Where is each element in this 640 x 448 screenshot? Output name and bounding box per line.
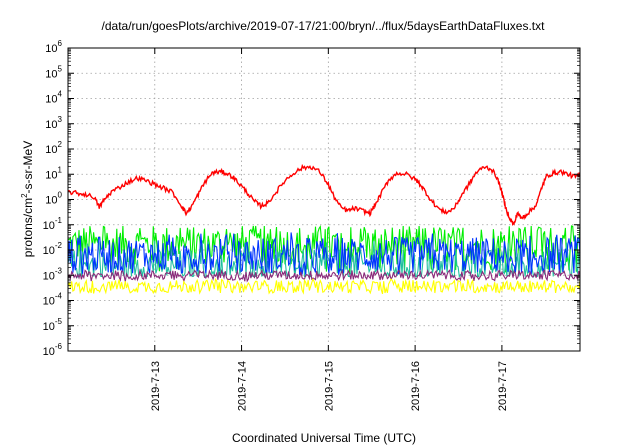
y-tick-label: 10-6 [43,342,63,358]
series-line-4 [67,277,581,295]
series-line-3 [67,268,581,284]
x-tick-label: 2019-7-17 [497,361,509,411]
y-tick-label: 100 [45,191,62,207]
x-tick-label: 2019-7-16 [410,361,422,411]
chart-title: /data/run/goesPlots/archive/2019-07-17/2… [102,19,546,33]
y-tick-label: 103 [45,115,62,131]
y-tick-label: 10-2 [43,241,63,257]
y-axis-label-text: protons/cm2-s-sr-MeV [20,141,35,257]
x-tick-label: 2019-7-15 [323,361,335,411]
y-axis-label: protons/cm2-s-sr-MeV [20,141,35,257]
x-tick-label: 2019-7-14 [237,361,249,411]
y-tick-label: 10-1 [43,216,63,232]
y-tick-label: 10-3 [43,266,63,282]
series-line-5 [67,163,581,226]
y-tick-label: 101 [45,165,62,181]
y-tick-label: 106 [45,39,62,55]
y-tick-label: 10-4 [43,292,63,308]
y-tick-label: 105 [45,64,62,80]
series-line-2 [67,232,581,275]
series-layer [67,163,581,295]
grid [68,48,580,351]
y-tick-label: 10-5 [43,317,63,333]
x-tick-label: 2019-7-13 [150,361,162,411]
y-tick-label: 104 [45,90,62,106]
y-tick-label: 102 [45,140,62,156]
x-axis-label: Coordinated Universal Time (UTC) [232,431,416,445]
ticks: 10-6 10-5 10-4 10-3 10-2 10-1 100 101 102 103 104 1… [43,39,580,411]
